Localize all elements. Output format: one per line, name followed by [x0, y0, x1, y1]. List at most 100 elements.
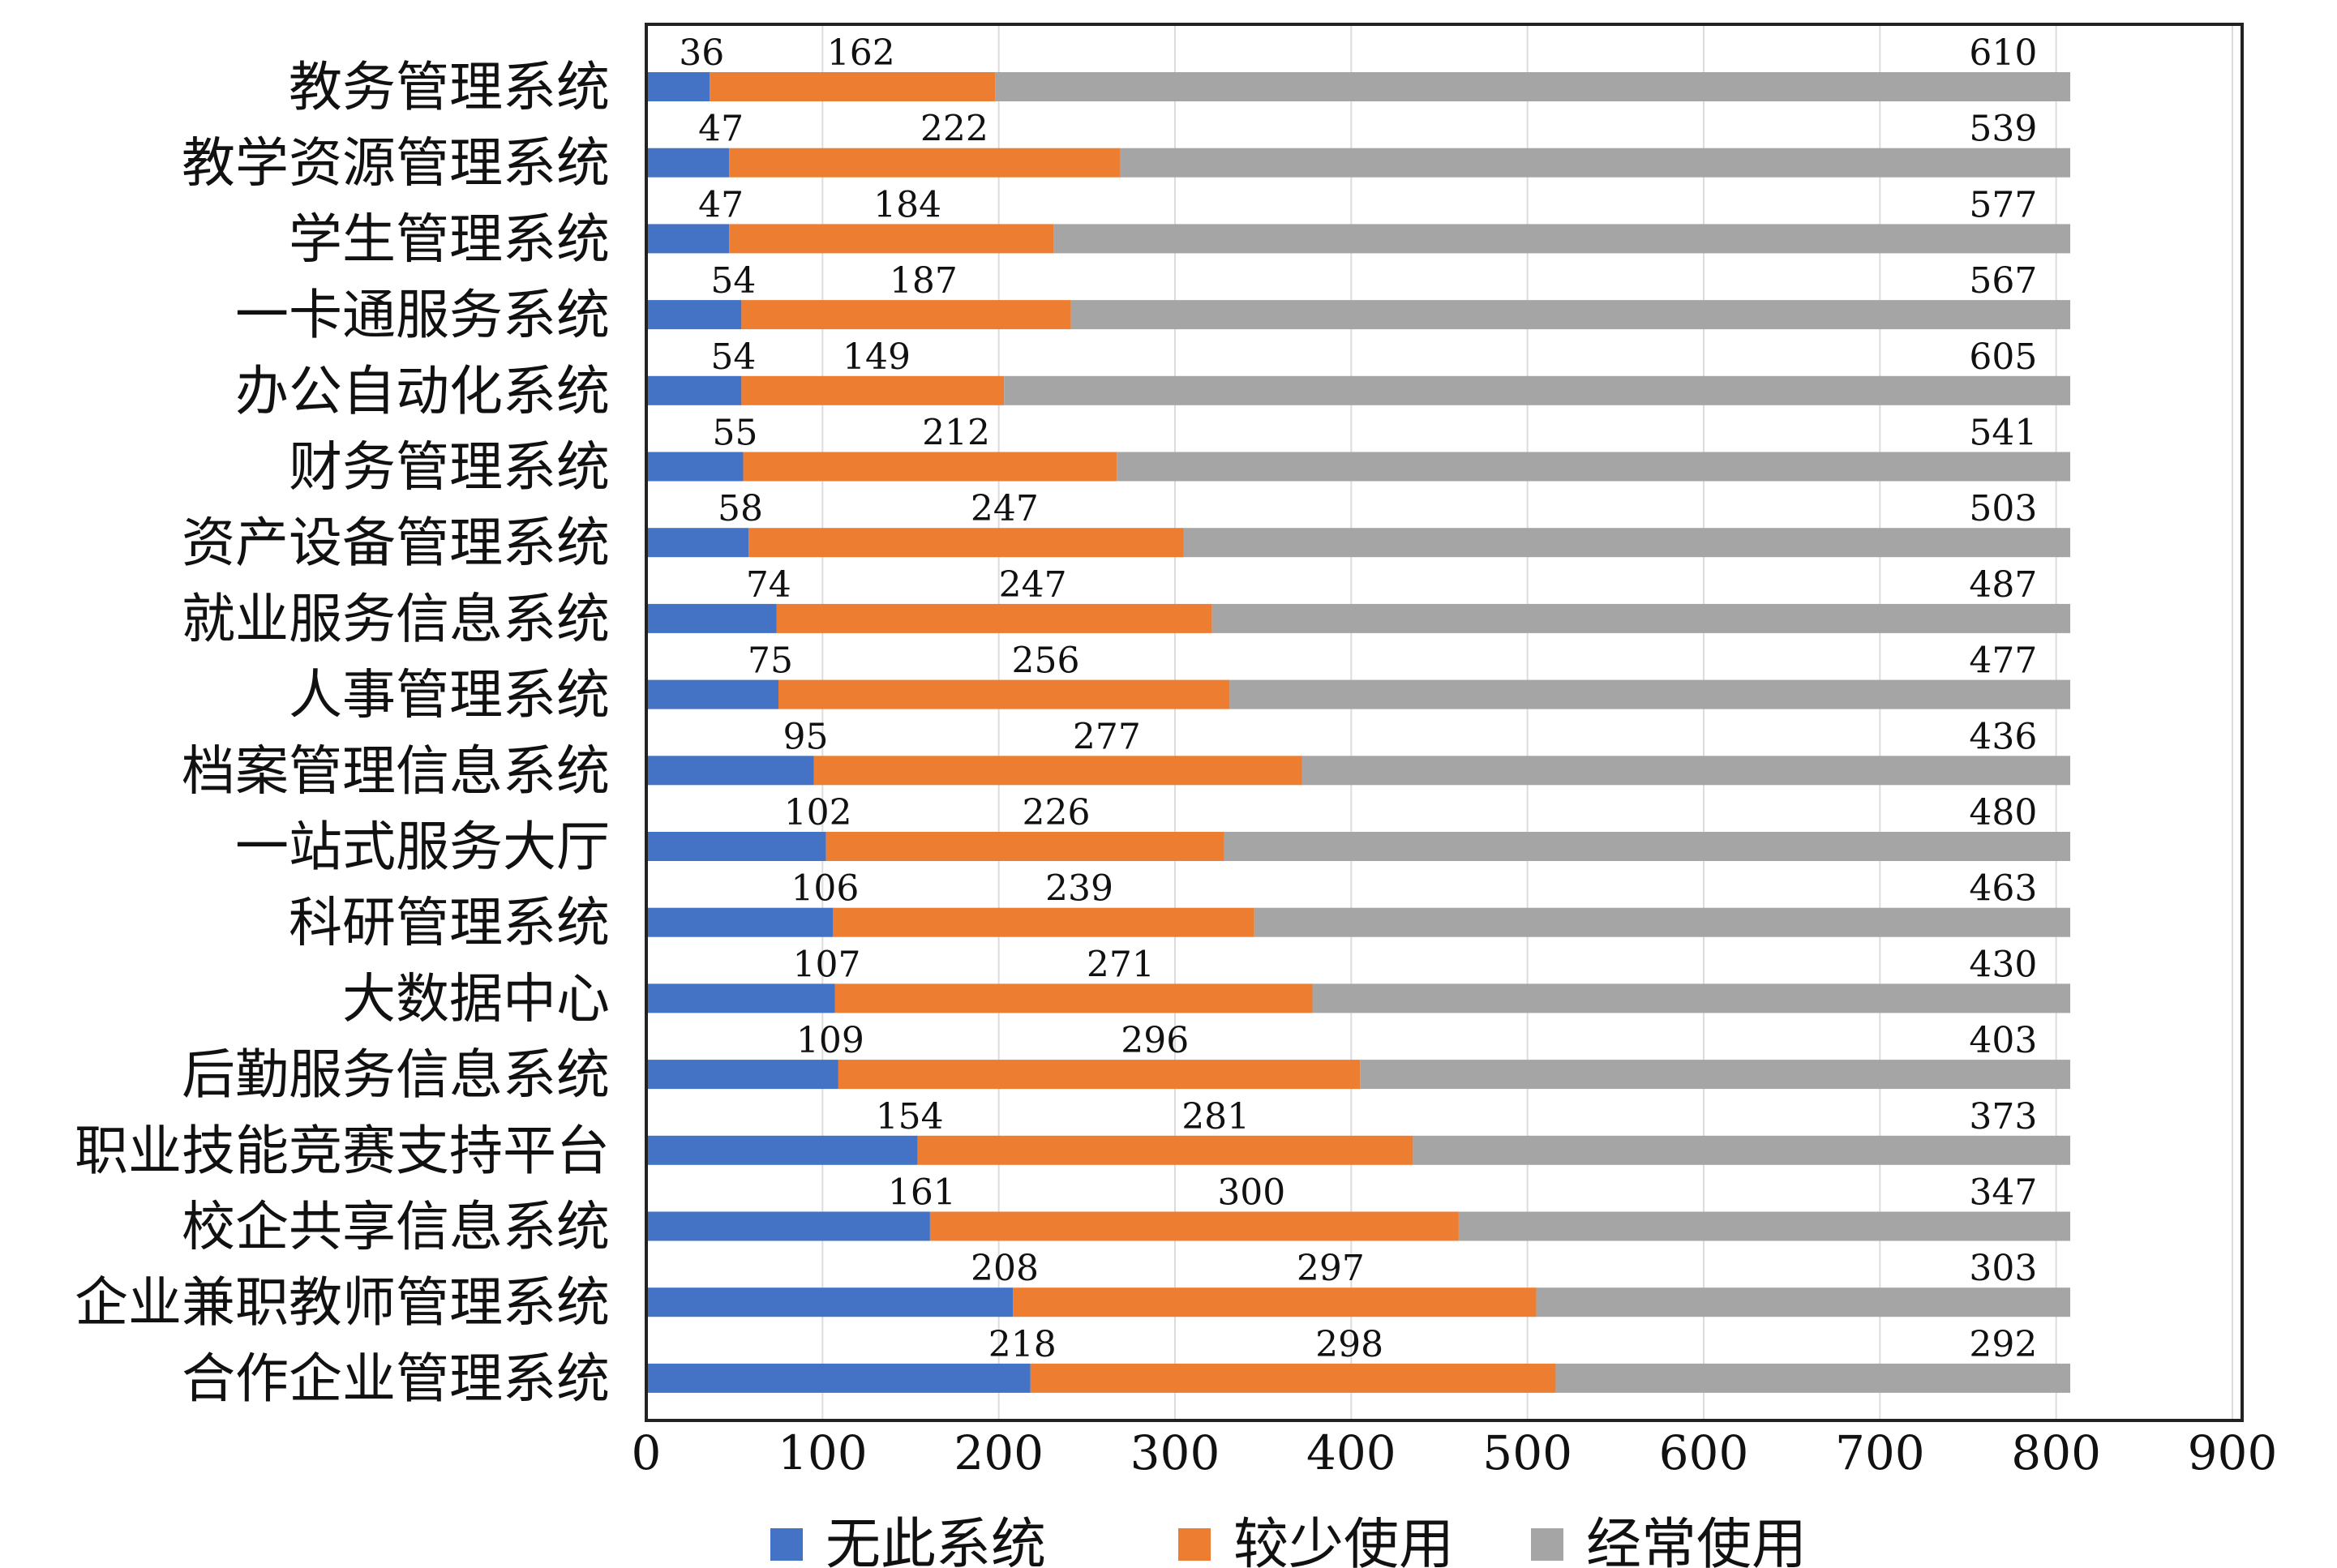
data-label: 187: [890, 260, 958, 302]
legend-swatch: [770, 1528, 803, 1561]
data-label: 577: [1969, 184, 2037, 225]
data-label: 162: [827, 32, 895, 74]
bar-segment: [834, 983, 1313, 1013]
bar-segment: [813, 756, 1302, 786]
bar-segment: [646, 1135, 918, 1165]
data-label: 36: [679, 32, 724, 74]
category-label: 财务管理系统: [289, 436, 610, 499]
data-label: 541: [1969, 413, 2037, 454]
bar-segment: [1229, 679, 2071, 709]
category-label: 教务管理系统: [289, 56, 610, 118]
bar-segment: [1555, 1363, 2071, 1393]
data-label: 300: [1217, 1172, 1285, 1214]
data-label: 347: [1969, 1172, 2037, 1214]
x-tick-label: 900: [2188, 1425, 2278, 1480]
bar-segment: [741, 375, 1005, 405]
value-axis-ticks: 0 100 200 300 400 500 600 700 800 900: [632, 1425, 2278, 1480]
bar-segment: [646, 756, 814, 786]
bar-segment: [833, 907, 1254, 937]
bar-segment: [646, 679, 778, 709]
bar-segment: [1013, 1287, 1537, 1317]
data-label: 247: [971, 488, 1039, 529]
category-label: 后勤服务信息系统: [182, 1043, 610, 1106]
x-tick-label: 300: [1130, 1425, 1220, 1480]
bar-segment: [995, 72, 2071, 101]
data-label: 208: [971, 1248, 1039, 1289]
data-label: 54: [710, 260, 756, 302]
bar-segment: [1301, 756, 2071, 786]
data-label: 292: [1969, 1324, 2037, 1365]
bar-segment: [646, 72, 710, 101]
data-label: 567: [1969, 260, 2037, 302]
category-label: 职业技能竞赛支持平台: [75, 1120, 610, 1182]
bar-segment: [929, 1211, 1459, 1241]
x-tick-label: 500: [1482, 1425, 1572, 1480]
bar-segment: [646, 148, 730, 178]
bar-segment: [1211, 603, 2071, 633]
bar-segment: [646, 1363, 1031, 1393]
data-label: 539: [1969, 109, 2037, 150]
data-label: 184: [873, 184, 941, 225]
data-label: 239: [1045, 868, 1113, 910]
bar-segment: [646, 1060, 838, 1090]
data-label: 463: [1969, 868, 2037, 910]
bar-segment: [1458, 1211, 2071, 1241]
data-label: 58: [718, 488, 763, 529]
data-label: 149: [843, 336, 911, 378]
bar-segment: [1413, 1135, 2071, 1165]
data-label: 436: [1969, 716, 2037, 757]
data-label: 95: [783, 716, 828, 757]
legend-label: 经常使用: [1586, 1513, 1807, 1568]
category-label: 就业服务信息系统: [182, 588, 610, 650]
category-label: 企业兼职教师管理系统: [75, 1271, 610, 1334]
x-tick-label: 200: [954, 1425, 1044, 1480]
category-label: 一卡通服务系统: [235, 284, 610, 346]
category-label: 科研管理系统: [289, 892, 610, 954]
x-tick-label: 600: [1659, 1425, 1749, 1480]
data-label: 212: [922, 413, 990, 454]
bar-segment: [778, 679, 1230, 709]
data-label: 247: [999, 564, 1067, 606]
bar-segment: [646, 1211, 930, 1241]
bar-segment: [710, 72, 996, 101]
data-label: 218: [988, 1324, 1057, 1365]
legend-label: 较少使用: [1233, 1513, 1454, 1568]
category-label: 学生管理系统: [289, 208, 610, 270]
data-label: 373: [1969, 1096, 2037, 1137]
x-tick-label: 100: [778, 1425, 868, 1480]
data-label: 503: [1969, 488, 2037, 529]
bar-segment: [646, 375, 742, 405]
data-label: 298: [1315, 1324, 1383, 1365]
data-label: 75: [748, 640, 793, 682]
bar-segment: [776, 603, 1212, 633]
category-label: 合作企业管理系统: [182, 1347, 610, 1410]
data-label: 226: [1023, 792, 1091, 833]
bar-segment: [646, 528, 749, 558]
bar-segment: [1117, 452, 2071, 482]
bar-segment: [743, 452, 1117, 482]
data-label: 605: [1969, 336, 2037, 378]
bar-segment: [729, 148, 1121, 178]
x-tick-label: 0: [632, 1425, 662, 1480]
legend-item: 经常使用: [1531, 1513, 1807, 1568]
data-label: 47: [698, 184, 744, 225]
bar-segment: [1183, 528, 2071, 558]
bar-segment: [1120, 148, 2071, 178]
bar-segment: [1224, 832, 2071, 861]
category-label: 档案管理信息系统: [182, 739, 610, 802]
data-label: 480: [1969, 792, 2037, 833]
gridlines: [821, 24, 2233, 1420]
bar-segment: [1254, 907, 2071, 937]
bar-segment: [917, 1135, 1413, 1165]
data-label: 430: [1969, 944, 2037, 985]
bar-segment: [1312, 983, 2071, 1013]
legend-swatch: [1178, 1528, 1211, 1561]
legend-item: 较少使用: [1178, 1513, 1454, 1568]
bar-segment: [1030, 1363, 1556, 1393]
data-label: 271: [1087, 944, 1155, 985]
data-label: 281: [1181, 1096, 1250, 1137]
bar-segment: [646, 832, 826, 861]
bar-segment: [729, 224, 1054, 254]
category-label: 校企共享信息系统: [182, 1196, 610, 1258]
bar-segment: [1360, 1060, 2071, 1090]
